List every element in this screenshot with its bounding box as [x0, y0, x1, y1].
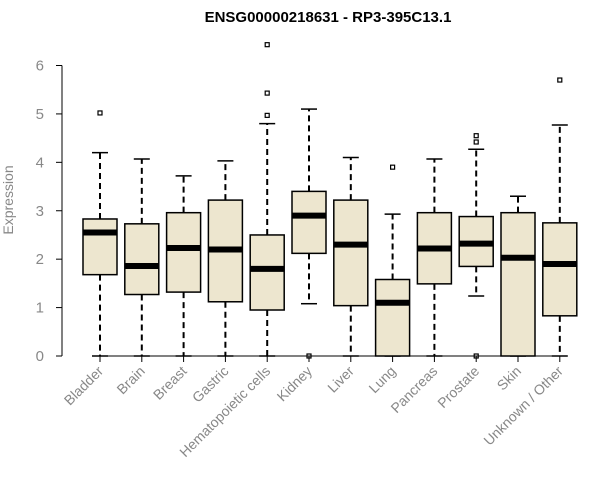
y-tick-label: 5: [36, 106, 44, 123]
box-iqr: [249, 234, 285, 311]
y-tick-label: 0: [36, 348, 44, 365]
box-group: [333, 156, 369, 357]
boxes: [82, 42, 578, 359]
x-tick-label: Skin: [494, 363, 525, 394]
x-tick-label: Bladder: [61, 363, 107, 409]
box-group: [416, 158, 453, 357]
outlier-point: [557, 77, 563, 83]
outlier-point: [97, 110, 103, 116]
outlier-point: [473, 139, 479, 145]
x-tick-label: Kidney: [274, 363, 316, 405]
box-iqr: [333, 199, 369, 307]
box-group: [374, 164, 411, 357]
outlier-point: [473, 133, 479, 139]
y-ticks: 0 1 2 3 4 5 6: [36, 58, 62, 365]
box-group: [500, 195, 536, 357]
outlier-point: [264, 112, 270, 118]
x-tick-label: Lung: [365, 363, 398, 396]
box-group: [165, 175, 202, 357]
y-tick-label: 3: [36, 203, 44, 220]
box-iqr: [82, 218, 118, 276]
box-iqr: [500, 211, 536, 357]
box-group: [249, 42, 285, 357]
x-tick-label: Unknown / Other: [480, 363, 566, 449]
y-tick-label: 2: [36, 251, 44, 268]
outlier-point: [390, 164, 396, 170]
box-group: [542, 77, 578, 357]
box-iqr: [291, 190, 327, 255]
box-iqr: [124, 223, 160, 296]
box-iqr: [542, 222, 578, 317]
x-tick-label: Breast: [150, 363, 190, 403]
box-group: [291, 108, 327, 359]
box-group: [458, 133, 494, 359]
chart-title: ENSG00000218631 - RP3-395C13.1: [205, 9, 452, 26]
box-group: [82, 110, 118, 357]
y-axis-label: Expression: [0, 165, 16, 234]
outlier-point: [264, 90, 270, 96]
x-tick-label: Prostate: [434, 363, 482, 411]
x-tick-label: Liver: [324, 363, 357, 396]
box-group: [207, 160, 244, 357]
box-group: [124, 158, 160, 357]
box-iqr: [374, 278, 411, 357]
x-tick-label: Brain: [113, 363, 147, 397]
box-iqr: [165, 211, 202, 293]
y-tick-label: 4: [36, 154, 44, 171]
y-tick-label: 6: [36, 58, 44, 75]
outlier-point: [264, 42, 270, 48]
y-tick-label: 1: [36, 300, 44, 317]
